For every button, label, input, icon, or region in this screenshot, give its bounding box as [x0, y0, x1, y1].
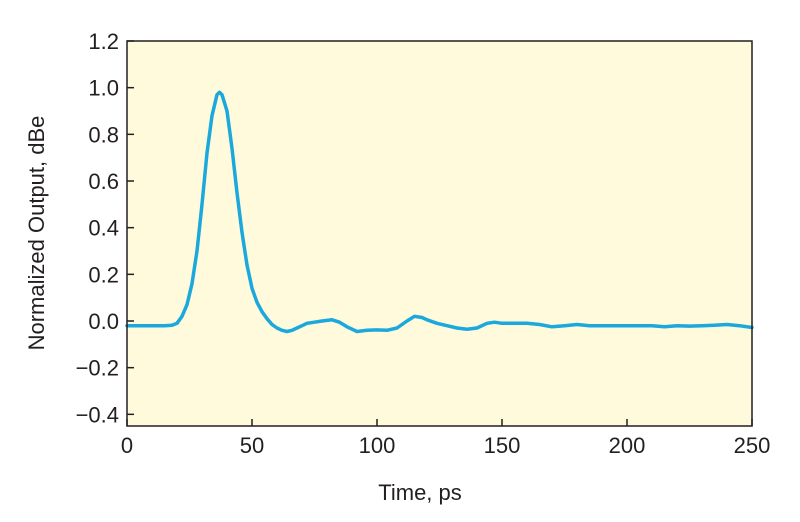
y-tick-label: 1.0 — [88, 76, 119, 101]
x-tick-label: 200 — [609, 433, 646, 458]
plot-frame — [126, 40, 753, 427]
y-tick-label: −0.4 — [76, 402, 119, 427]
y-tick-label: 0.0 — [88, 309, 119, 334]
y-tick-label: 0.6 — [88, 169, 119, 194]
x-tick-label: 100 — [359, 433, 396, 458]
y-ticks: 1.2 1.0 0.8 0.6 0.4 0.2 0.0 −0.2 −0.4 — [76, 29, 134, 427]
y-tick-label: −0.2 — [76, 356, 119, 381]
y-tick-label: 0.8 — [88, 122, 119, 147]
y-tick-label: 0.4 — [88, 216, 119, 241]
x-tick-label: 50 — [240, 433, 264, 458]
x-axis-title: Time, ps — [378, 480, 462, 505]
plot-area — [127, 41, 752, 426]
y-axis-title: Normalized Output, dBe — [24, 116, 49, 351]
series-line-0 — [125, 90, 754, 334]
x-ticks: 0 50 100 150 200 250 — [121, 419, 770, 458]
y-tick-label: 1.2 — [88, 29, 119, 54]
y-tick-label: 0.2 — [88, 262, 119, 287]
x-tick-label: 250 — [734, 433, 771, 458]
x-tick-label: 0 — [121, 433, 133, 458]
x-tick-label: 150 — [484, 433, 521, 458]
series-layer — [125, 90, 754, 334]
